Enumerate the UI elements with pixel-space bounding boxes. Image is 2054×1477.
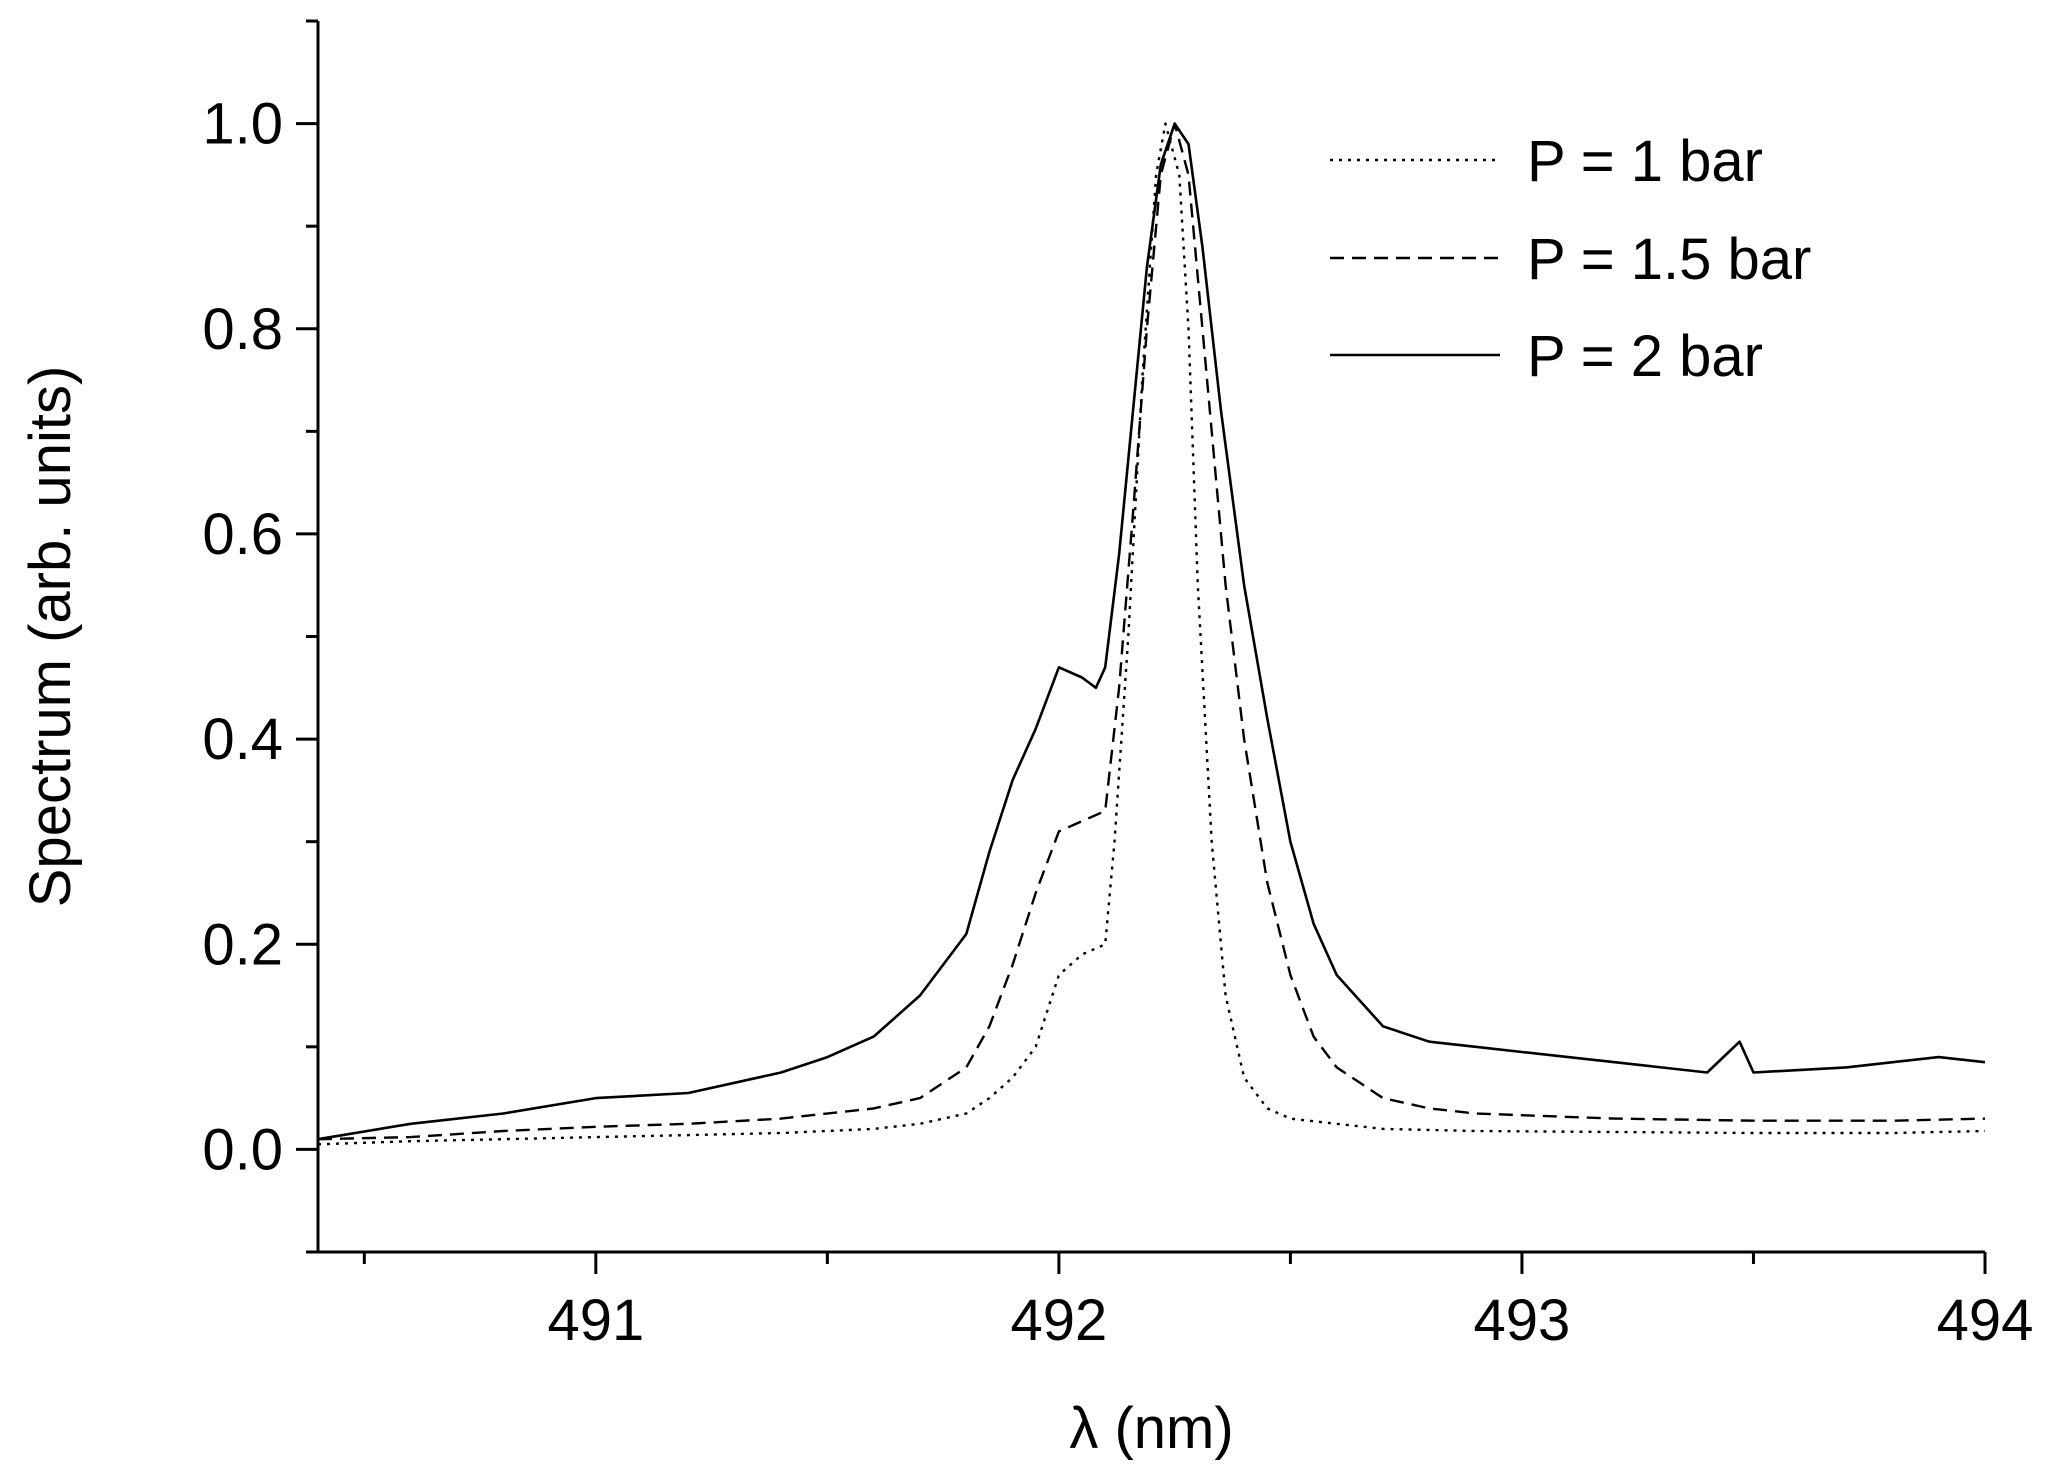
y-tick-label-1.0: 1.0 — [202, 92, 283, 157]
x-tick-label-493: 493 — [1474, 1288, 1571, 1353]
legend: P = 1 bar P = 1.5 bar P = 2 bar — [1330, 129, 1811, 389]
y-tick-label-0.2: 0.2 — [202, 912, 283, 977]
y-tick-label-0.6: 0.6 — [202, 502, 283, 567]
legend-label-3: P = 2 bar — [1527, 324, 1763, 389]
y-axis-title: Spectrum (arb. units) — [18, 366, 83, 908]
axes: 491 492 493 494 0.0 0.2 0.4 0.6 0.8 1.0 λ (nm) Spec… — [18, 19, 2034, 1461]
series-line-2 — [317, 122, 1986, 1141]
x-tick-label-494: 494 — [1937, 1288, 2034, 1353]
plot-area — [317, 122, 1986, 1146]
y-tick-label-0.0: 0.0 — [202, 1117, 283, 1182]
legend-label-1: P = 1 bar — [1527, 129, 1763, 194]
x-tick-label-491: 491 — [547, 1288, 644, 1353]
y-tick-label-0.8: 0.8 — [202, 297, 283, 362]
y-tick-label-0.4: 0.4 — [202, 707, 283, 772]
legend-label-2: P = 1.5 bar — [1527, 227, 1811, 292]
x-tick-label-492: 492 — [1010, 1288, 1107, 1353]
x-axis-title: λ (nm) — [1069, 1396, 1233, 1461]
series-line-3 — [317, 122, 1986, 1141]
